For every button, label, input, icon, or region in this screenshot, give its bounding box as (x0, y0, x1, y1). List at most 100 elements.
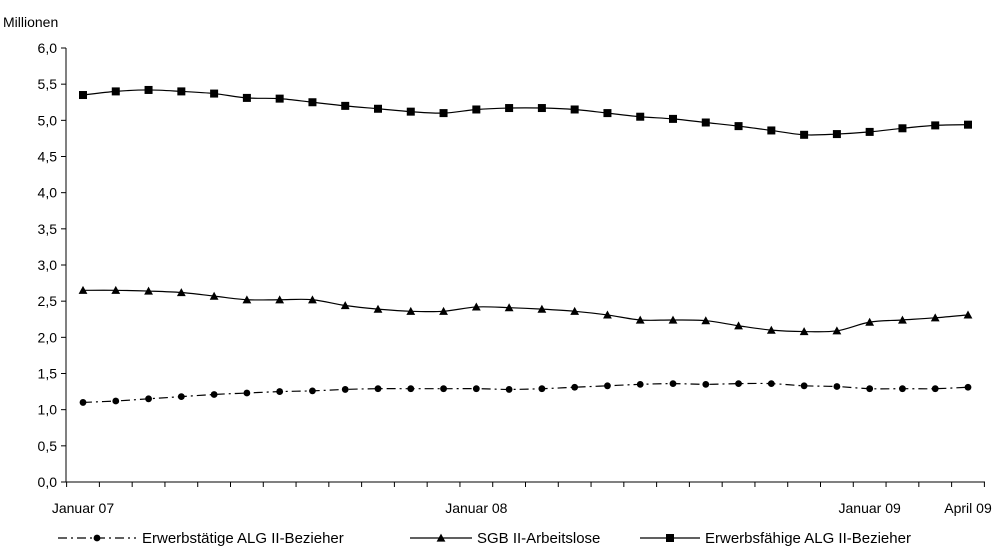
data-point-circle (145, 395, 152, 403)
data-point-circle (112, 397, 120, 405)
data-point-triangle (340, 301, 350, 310)
data-point-square (308, 98, 317, 107)
data-point-triangle (111, 285, 121, 294)
data-point-square (931, 121, 940, 130)
data-point-triangle (242, 295, 252, 304)
data-point-triangle (373, 304, 383, 313)
series-markers-square (79, 85, 972, 139)
data-point-circle (866, 385, 874, 393)
data-point-circle (79, 399, 87, 406)
legend-marker (436, 533, 446, 542)
y-tick-label: 3,5 (38, 221, 58, 237)
x-tick-label: April 09 (944, 500, 992, 516)
data-point-triangle (635, 315, 645, 324)
data-point-square (374, 104, 382, 113)
data-point-circle (669, 380, 677, 388)
data-point-circle (243, 389, 251, 397)
data-point-square (636, 112, 645, 121)
data-point-circle (931, 385, 939, 393)
data-point-square (537, 104, 546, 113)
data-point-circle (276, 388, 284, 395)
data-point-square (242, 93, 251, 102)
data-point-circle (636, 380, 644, 388)
data-point-square (275, 94, 284, 103)
y-tick-label: 4,5 (38, 149, 58, 165)
legend-marker (93, 534, 101, 542)
data-point-circle (177, 393, 185, 401)
y-tick-label: 3,0 (38, 257, 58, 273)
data-point-triangle (78, 285, 88, 294)
data-point-square (505, 104, 514, 113)
data-point-triangle (406, 306, 416, 315)
data-point-circle (899, 385, 906, 393)
data-point-square (406, 107, 415, 116)
legend-item: Erwerbstätige ALG II-Bezieher (58, 530, 344, 547)
data-point-square (210, 89, 219, 98)
y-axis-ticks: 0,0 0,5 1,0 1,5 2,0 2,5 3,0 3,5 4,0 4,5 5,0 5,5 6,0 (38, 40, 66, 490)
data-point-triangle (898, 315, 907, 324)
data-point-square (111, 87, 120, 96)
data-point-triangle (275, 295, 285, 304)
x-tick-label: Januar 07 (52, 500, 114, 516)
data-point-square (144, 85, 153, 94)
data-point-triangle (504, 303, 514, 312)
x-tick-label: Januar 09 (839, 500, 901, 516)
data-point-triangle (144, 286, 153, 295)
data-point-circle (341, 386, 349, 393)
legend-label: Erwerbstätige ALG II-Bezieher (142, 530, 344, 547)
data-point-triangle (799, 327, 809, 336)
data-point-square (177, 87, 186, 96)
data-point-square (341, 101, 350, 110)
data-point-circle (210, 391, 218, 398)
legend-marker (666, 534, 674, 542)
data-point-triangle (471, 302, 481, 311)
data-point-triangle (570, 306, 580, 315)
legend: Erwerbstätige ALG II-Bezieher SGB II-Arbe… (58, 530, 911, 547)
y-tick-label: 0,5 (38, 438, 58, 454)
legend-item: Erwerbsfähige ALG II-Bezieher (640, 530, 911, 547)
data-point-circle (702, 380, 710, 388)
data-point-triangle (734, 321, 743, 330)
data-point-triangle (865, 317, 875, 326)
data-point-square (79, 91, 87, 100)
data-point-circle (440, 385, 447, 393)
data-point-square (767, 126, 776, 135)
data-point-square (570, 105, 579, 114)
y-tick-label: 2,0 (38, 329, 58, 345)
data-point-square (734, 122, 743, 131)
y-tick-label: 6,0 (38, 40, 58, 56)
data-point-square (865, 127, 874, 136)
data-point-circle (309, 387, 316, 395)
data-point-triangle (308, 295, 317, 304)
y-tick-label: 1,0 (38, 402, 58, 418)
data-point-circle (571, 383, 579, 391)
y-tick-label: 2,5 (38, 293, 58, 309)
legend-item: SGB II-Arbeitslose (410, 530, 600, 547)
data-point-triangle (176, 288, 186, 297)
data-point-triangle (766, 325, 776, 334)
data-point-circle (800, 382, 808, 390)
data-point-triangle (209, 291, 219, 300)
data-point-square (800, 130, 809, 139)
data-point-circle (472, 385, 480, 393)
data-point-circle (604, 382, 611, 390)
data-point-triangle (701, 316, 711, 325)
legend-label: SGB II-Arbeitslose (477, 530, 600, 547)
y-tick-label: 4,0 (38, 185, 58, 201)
data-point-triangle (832, 326, 842, 335)
y-tick-label: 1,5 (38, 366, 58, 382)
x-axis-ticks: Januar 07 Januar 08 Januar 09 April 09 (52, 482, 992, 516)
data-point-circle (833, 383, 841, 390)
y-unit-label: Millionen (3, 14, 58, 30)
data-point-circle (767, 380, 775, 388)
data-point-square (439, 109, 448, 118)
data-point-square (832, 130, 841, 139)
data-point-triangle (603, 310, 612, 319)
data-point-square (701, 118, 710, 127)
series-markers-triangle (78, 285, 973, 336)
data-point-triangle (537, 304, 547, 313)
data-point-square (603, 109, 612, 118)
data-point-circle (374, 385, 382, 393)
data-point-square (472, 105, 481, 114)
